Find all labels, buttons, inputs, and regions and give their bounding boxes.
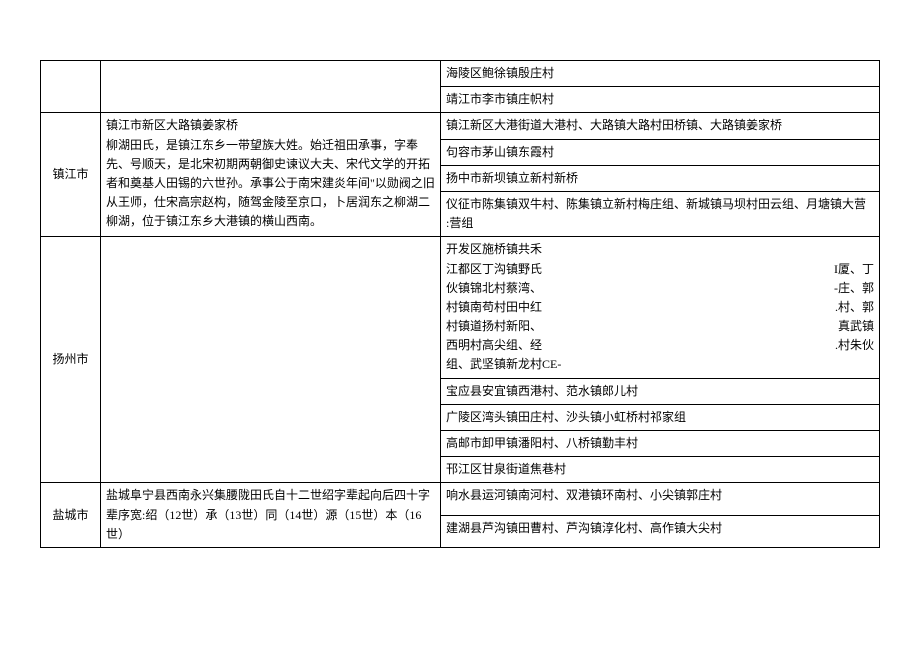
village-cell: 响水县运河镇南河村、双港镇环南村、小尖镇郭庄村 <box>441 483 880 515</box>
ml-right: .村朱伙 <box>835 336 874 355</box>
village-cell: 句容市茅山镇东霞村 <box>441 139 880 165</box>
ml-left: 江都区丁沟镇野氏 <box>446 260 542 279</box>
city-cell <box>41 61 101 113</box>
table-row: 盐城市 盐城阜宁县西南永兴集腰陇田氏自十二世绍字辈起向后四十字辈序宽:绍（12世… <box>41 483 880 515</box>
genealogy-table: 海陵区鲍徐镇殷庄村 靖江市李市镇庄帜村 镇江市 镇江市新区大路镇姜家桥 柳湖田氏… <box>40 60 880 548</box>
village-cell: 建湖县芦沟镇田曹村、芦沟镇淳化村、高作镇大尖村 <box>441 515 880 547</box>
desc-cell <box>101 61 441 113</box>
ml-right: 真武镇 <box>838 317 874 336</box>
village-cell: 镇江新区大港街道大港村、大路镇大路村田桥镇、大路镇姜家桥 <box>441 113 880 139</box>
village-cell: 海陵区鲍徐镇殷庄村 <box>441 61 880 87</box>
ml-right: I厦、丁 <box>834 260 874 279</box>
ml-left: 村镇道扬村新阳、 <box>446 317 542 336</box>
village-cell: 高邮市卸甲镇潘阳村、八桥镇勤丰村 <box>441 431 880 457</box>
ml-left: 村镇南苟村田中红 <box>446 298 542 317</box>
village-cell: 邗江区甘泉街道焦巷村 <box>441 457 880 483</box>
ml-left: 组、武坚镇新龙村CE- <box>446 355 561 374</box>
desc-cell: 镇江市新区大路镇姜家桥 柳湖田氏，是镇江东乡一带望族大姓。始迁祖田承事，字奉先、… <box>101 113 441 237</box>
table-row: 扬州市 开发区施桥镇共禾 江都区丁沟镇野氏I厦、丁 伙镇锦北村蔡湾、-庄、郭 村… <box>41 237 880 378</box>
village-cell: 仪征市陈集镇双牛村、陈集镇立新村梅庄组、新城镇马坝村田云组、月塘镇大营 :营组 <box>441 191 880 236</box>
ml-left: 西明村高尖组、经 <box>446 336 542 355</box>
ml-right: -庄、郭 <box>834 279 874 298</box>
city-cell: 镇江市 <box>41 113 101 237</box>
city-cell: 扬州市 <box>41 237 101 483</box>
ml-right: .村、郭 <box>835 298 874 317</box>
village-cell: 靖江市李市镇庄帜村 <box>441 87 880 113</box>
ml-left: 开发区施桥镇共禾 <box>446 240 542 259</box>
village-cell: 广陵区湾头镇田庄村、沙头镇小虹桥村祁家组 <box>441 404 880 430</box>
desc-cell: 盐城阜宁县西南永兴集腰陇田氏自十二世绍字辈起向后四十字辈序宽:绍（12世）承（1… <box>101 483 441 548</box>
desc-cell <box>101 237 441 483</box>
village-cell: 宝应县安宜镇西港村、范水镇郎儿村 <box>441 378 880 404</box>
ml-left: 伙镇锦北村蔡湾、 <box>446 279 542 298</box>
table-row: 海陵区鲍徐镇殷庄村 <box>41 61 880 87</box>
village-cell: 扬中市新坝镇立新村新桥 <box>441 165 880 191</box>
table-row: 镇江市 镇江市新区大路镇姜家桥 柳湖田氏，是镇江东乡一带望族大姓。始迁祖田承事，… <box>41 113 880 139</box>
city-cell: 盐城市 <box>41 483 101 548</box>
village-cell-multi: 开发区施桥镇共禾 江都区丁沟镇野氏 I厦、丁 伙镇锦北村蔡湾、 -庄、郭 村镇南苟村… <box>441 237 880 378</box>
